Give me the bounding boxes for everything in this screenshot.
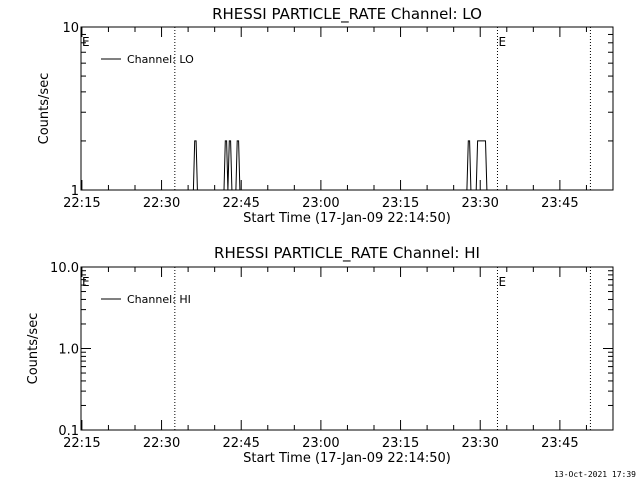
panel2-xtick-label: 23:15 — [382, 436, 419, 451]
footer-timestamp: 13-Oct-2021 17:39 — [554, 470, 636, 479]
panel1-xtick-label: 23:30 — [461, 196, 498, 211]
panel2-xtick-label: 23:00 — [302, 436, 339, 451]
panel1-legend-label: Channel: LO — [127, 53, 194, 66]
panel2-title: RHESSI PARTICLE_RATE Channel: HI — [214, 244, 480, 263]
panel1-xtick-label: 22:15 — [63, 196, 100, 211]
panel1-ytick-label: 10 — [62, 21, 79, 36]
panel2-xtick-label: 23:45 — [541, 436, 578, 451]
panel1-axes-frame — [80, 26, 614, 191]
panel2-xtick-label: 22:15 — [63, 436, 100, 451]
panel1-ylabel: Counts/sec — [37, 73, 52, 145]
panel2-ylabel: Counts/sec — [26, 313, 41, 385]
panel1-xtick-label: 23:15 — [382, 196, 419, 211]
panel2-marker-label: E — [498, 275, 506, 289]
panel1-marker-label: E — [82, 35, 90, 49]
panel1-marker-label: E — [498, 35, 506, 49]
panel2-ytick-label: 0.1 — [58, 424, 79, 439]
panel2-xtick-label: 22:30 — [143, 436, 180, 451]
panel1-xtick-label: 22:45 — [222, 196, 259, 211]
panel2-xtick-label: 22:45 — [222, 436, 259, 451]
panel2-ytick-label: 10.0 — [50, 261, 79, 276]
panel2-marker-label: E — [82, 275, 90, 289]
panel1-title: RHESSI PARTICLE_RATE Channel: LO — [212, 5, 482, 24]
panel1-ytick-label: 1 — [71, 184, 79, 199]
panel2-ytick-label: 1.0 — [58, 343, 79, 358]
panel1-xtick-label: 22:30 — [143, 196, 180, 211]
panel1-xtick-label: 23:45 — [541, 196, 578, 211]
panel2-axes-frame — [80, 266, 614, 431]
panel1-series-line — [81, 140, 613, 191]
panel2-legend-label: Channel: HI — [127, 293, 191, 306]
panel2-xtick-label: 23:30 — [461, 436, 498, 451]
panel1-xlabel: Start Time (17-Jan-09 22:14:50) — [243, 211, 451, 226]
panel1-xtick-label: 23:00 — [302, 196, 339, 211]
panel2-xlabel: Start Time (17-Jan-09 22:14:50) — [243, 451, 451, 466]
